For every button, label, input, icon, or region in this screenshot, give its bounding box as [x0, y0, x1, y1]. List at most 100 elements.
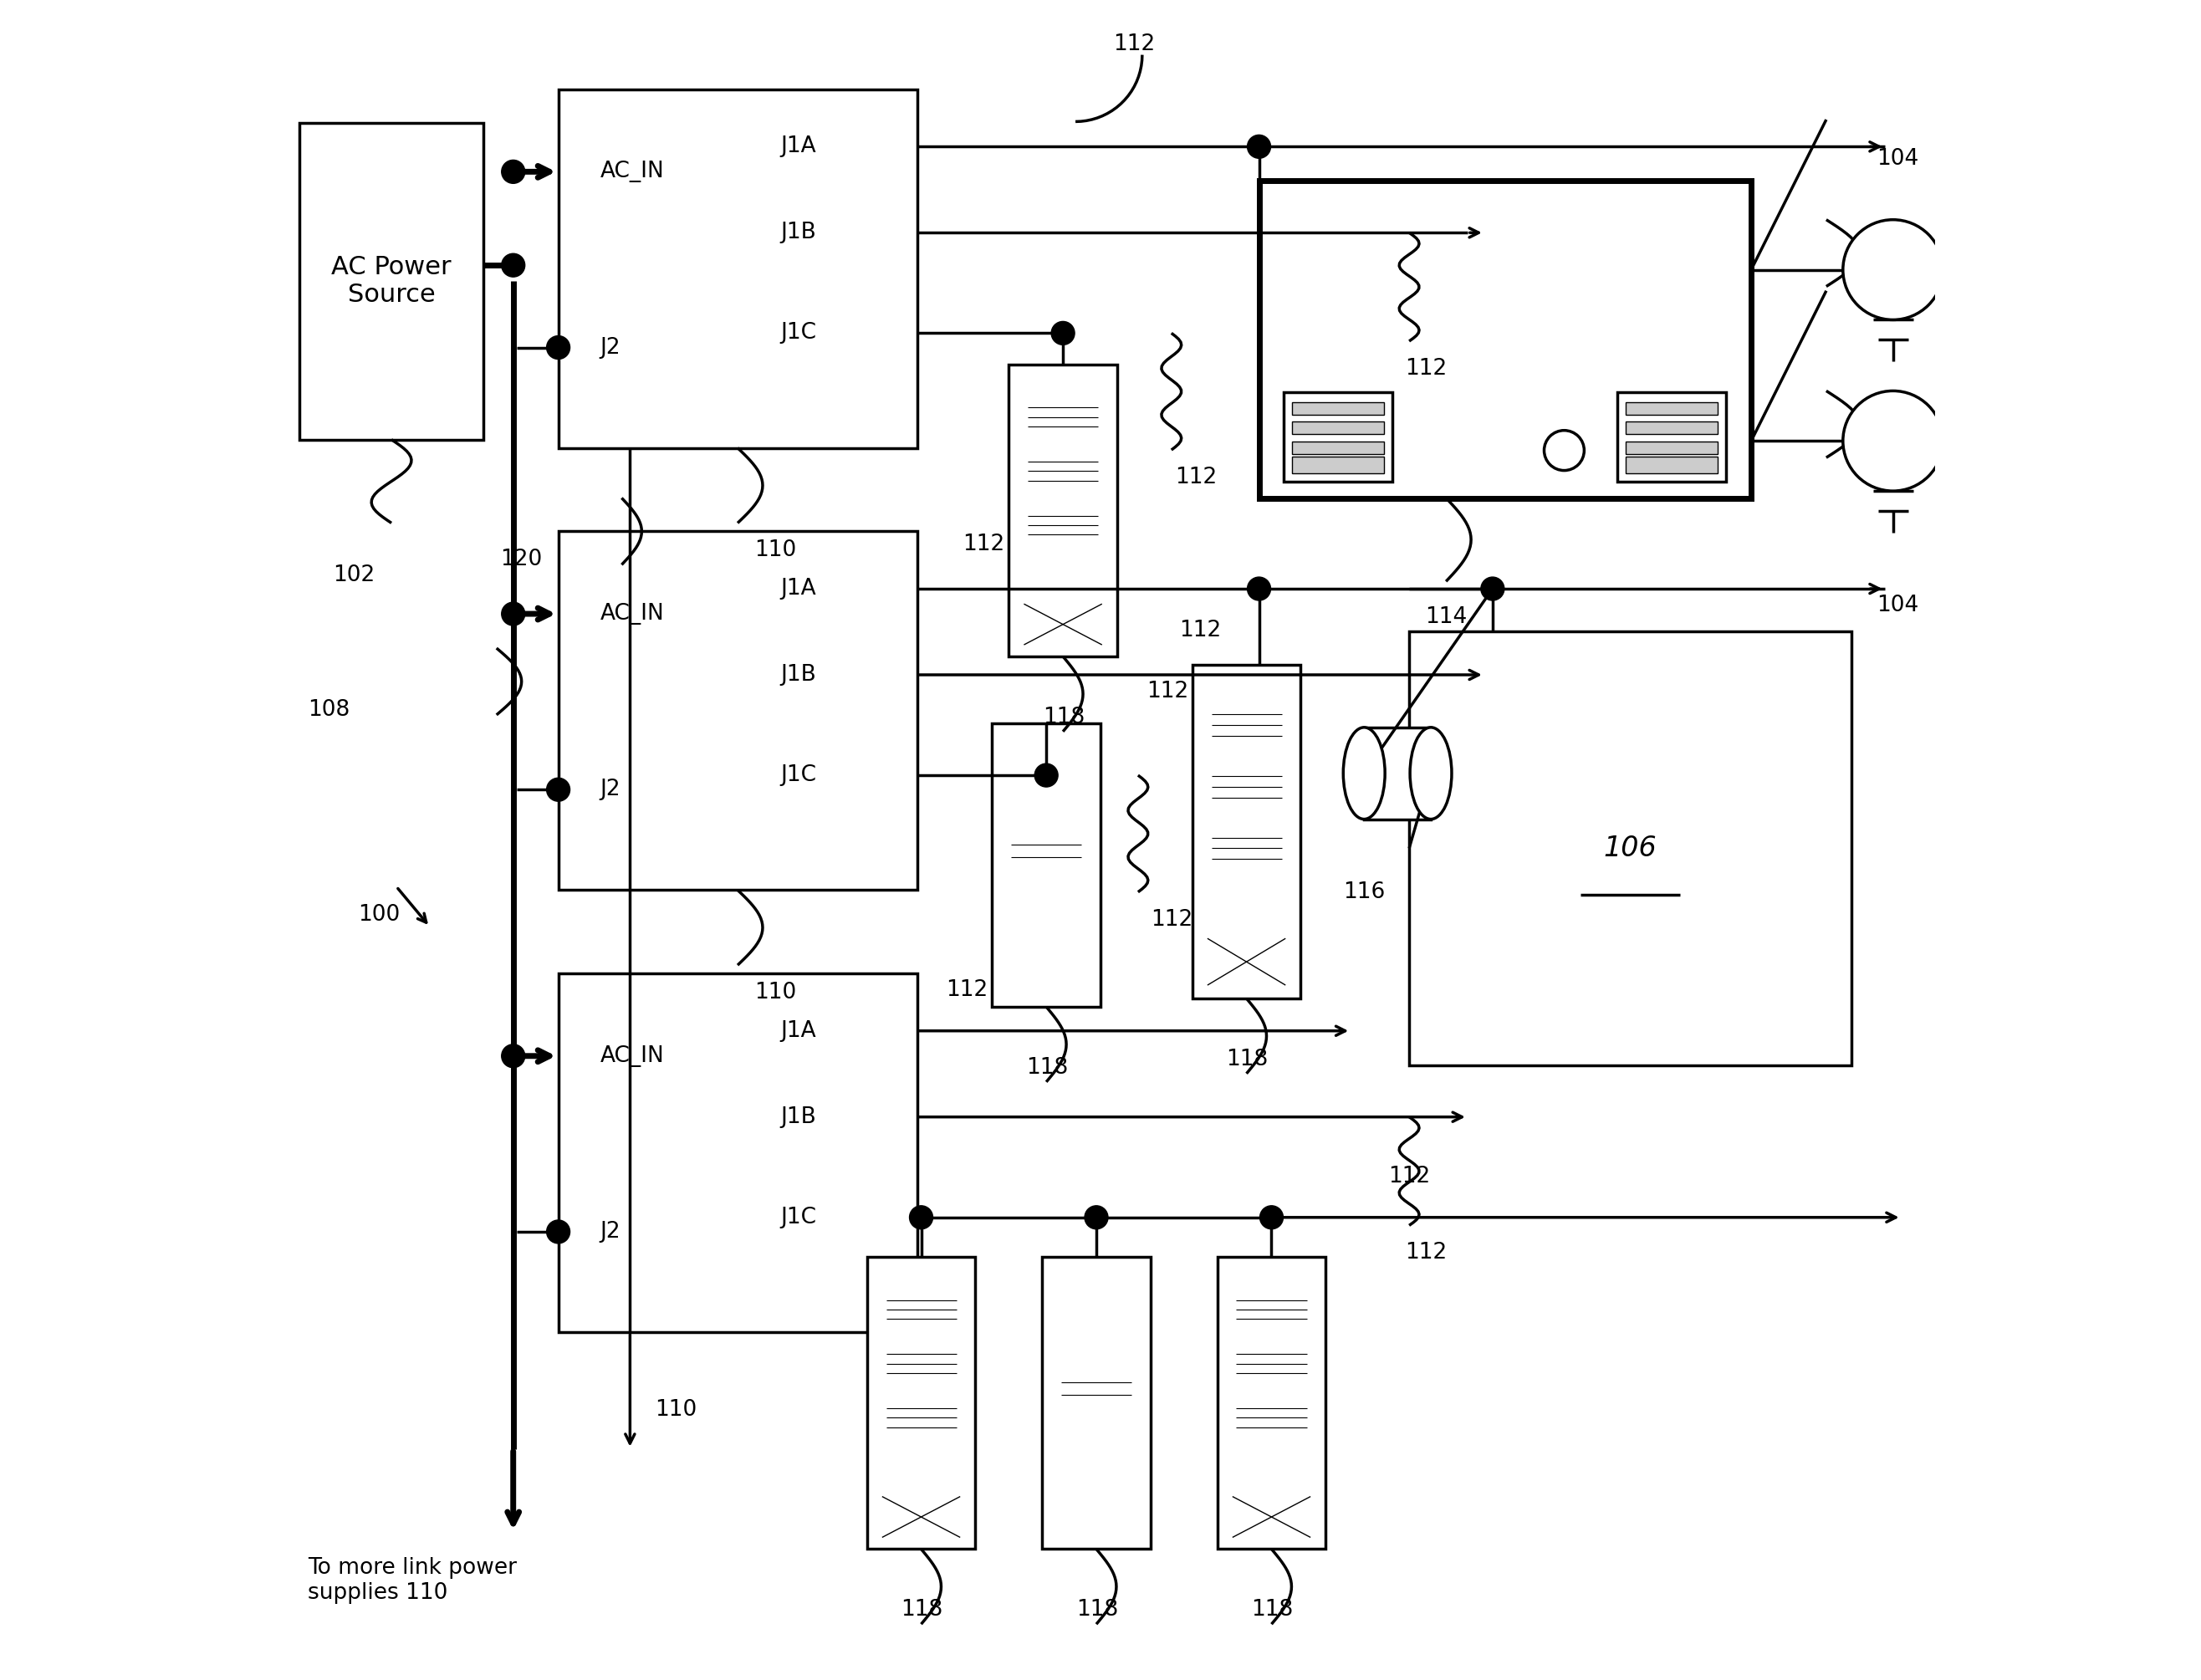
Bar [1233, 1399, 1310, 1436]
Text: J1A: J1A [781, 1020, 817, 1042]
Circle shape [1842, 220, 1943, 319]
Text: 118: 118 [1252, 1599, 1294, 1621]
Bar [299, 123, 484, 440]
Text: 104: 104 [1875, 595, 1919, 617]
Text: J2: J2 [601, 1221, 621, 1243]
Bar [1627, 402, 1717, 415]
Bar [1627, 422, 1717, 433]
Bar [1259, 181, 1752, 497]
Circle shape [502, 601, 524, 625]
Text: J2: J2 [601, 336, 621, 358]
Bar [1409, 632, 1851, 1065]
Text: J1C: J1C [781, 323, 817, 344]
Text: 118: 118 [1026, 1057, 1067, 1079]
Bar [1627, 442, 1717, 454]
Text: 120: 120 [500, 549, 541, 571]
Bar [1292, 422, 1384, 433]
Bar [1208, 704, 1285, 746]
Bar [1618, 393, 1726, 480]
Bar [1008, 832, 1085, 869]
Bar [559, 973, 918, 1332]
Bar [1263, 185, 1748, 339]
Bar [1056, 1369, 1136, 1408]
Text: 118: 118 [1226, 1048, 1268, 1070]
Text: 112: 112 [1175, 467, 1217, 489]
Circle shape [1842, 391, 1943, 491]
Bar [1365, 727, 1431, 820]
Text: 112: 112 [1114, 34, 1156, 55]
Circle shape [502, 160, 524, 183]
Bar [1259, 339, 1752, 396]
Text: J1A: J1A [781, 578, 817, 600]
Bar [1283, 393, 1393, 480]
Bar [867, 1257, 975, 1549]
Text: 106: 106 [1605, 835, 1657, 862]
Text: J1A: J1A [781, 136, 817, 158]
Text: J1B: J1B [781, 664, 817, 685]
Text: 118: 118 [1076, 1599, 1118, 1621]
Text: J2: J2 [601, 780, 621, 800]
Bar [883, 1497, 960, 1537]
Bar [1233, 1497, 1310, 1537]
Text: J1C: J1C [781, 1206, 817, 1228]
Bar [1292, 402, 1384, 415]
Circle shape [1085, 1206, 1107, 1230]
Text: AC Power
Source: AC Power Source [332, 255, 451, 307]
Text: To more link power
supplies 110: To more link power supplies 110 [308, 1557, 517, 1604]
Text: J1B: J1B [781, 222, 817, 244]
Text: J1C: J1C [781, 764, 817, 786]
Text: 112: 112 [1147, 680, 1189, 702]
Bar [1193, 665, 1301, 998]
Text: 112: 112 [946, 979, 988, 1001]
Circle shape [1248, 576, 1270, 600]
Text: 110: 110 [755, 981, 797, 1003]
Bar [1023, 506, 1103, 544]
Text: 112: 112 [1404, 1242, 1446, 1263]
Bar [1233, 1344, 1310, 1383]
Bar [1208, 764, 1285, 808]
Circle shape [1052, 321, 1074, 344]
Text: AC_IN: AC_IN [601, 1045, 665, 1067]
Bar [883, 1399, 960, 1436]
Bar [559, 89, 918, 449]
Text: 114: 114 [1424, 606, 1468, 628]
Bar [1023, 398, 1103, 437]
Circle shape [1248, 134, 1270, 158]
Circle shape [1259, 1206, 1283, 1230]
Text: 112: 112 [1404, 358, 1446, 380]
Bar [1292, 457, 1384, 474]
Circle shape [502, 1045, 524, 1068]
Text: 112: 112 [1151, 909, 1193, 931]
Text: 118: 118 [900, 1599, 942, 1621]
Bar [1008, 365, 1118, 657]
Bar [1292, 442, 1384, 454]
Text: 100: 100 [359, 904, 401, 926]
Text: 112: 112 [1389, 1166, 1431, 1188]
Bar [1208, 939, 1285, 984]
Circle shape [502, 254, 524, 277]
Text: 112: 112 [1180, 620, 1222, 642]
Circle shape [546, 336, 570, 360]
Circle shape [1034, 764, 1059, 786]
Bar [1233, 1290, 1310, 1329]
Text: J1B: J1B [781, 1105, 817, 1127]
Bar [1041, 1257, 1151, 1549]
Bar [883, 1344, 960, 1383]
Text: 118: 118 [1043, 707, 1085, 727]
Ellipse shape [1343, 727, 1384, 820]
Text: AC_IN: AC_IN [601, 603, 665, 625]
Bar [1627, 457, 1717, 474]
Bar [1023, 452, 1103, 491]
Bar [1208, 827, 1285, 870]
Text: 112: 112 [962, 534, 1004, 556]
Text: 110: 110 [656, 1399, 698, 1421]
Text: 116: 116 [1343, 882, 1384, 904]
Text: 104: 104 [1875, 148, 1919, 170]
Text: AC_IN: AC_IN [601, 161, 665, 183]
Circle shape [1481, 576, 1503, 600]
Circle shape [1545, 430, 1585, 470]
Circle shape [909, 1206, 933, 1230]
Bar [883, 1290, 960, 1329]
Bar [559, 531, 918, 890]
Text: 108: 108 [308, 699, 350, 721]
